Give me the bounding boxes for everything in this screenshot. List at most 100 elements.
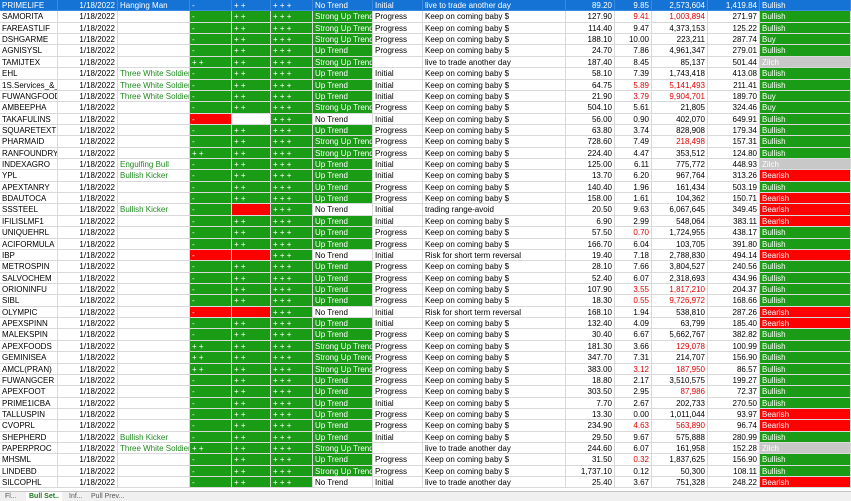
cell-v3[interactable]: 1,743,418	[652, 68, 708, 80]
cell-v4[interactable]: 150.71	[708, 193, 760, 205]
cell-date[interactable]: 1/18/2022	[58, 45, 118, 57]
cell-msg[interactable]: Keep on coming baby $	[423, 193, 566, 205]
cell-stage[interactable]: Initial	[373, 68, 423, 80]
cell-sig[interactable]: Bullish	[760, 227, 851, 239]
cell-v4[interactable]: 108.11	[708, 465, 760, 478]
cell-v3[interactable]: 214,707	[652, 352, 708, 364]
table-row[interactable]: OLYMPIC 1/18/2022 - + + + No Trend Initial Ris…	[0, 306, 851, 319]
table-row[interactable]: UNIQUEHRL 1/18/2022 - + + + + + Up Trend Progr…	[0, 227, 851, 239]
cell-stage[interactable]: Progress	[373, 283, 423, 296]
cell-date[interactable]: 1/18/2022	[58, 477, 118, 489]
cell-v2[interactable]: 1.96	[615, 181, 652, 194]
cell-v3[interactable]: 967,764	[652, 170, 708, 182]
cell-t1[interactable]: -	[190, 238, 232, 250]
cell-sym[interactable]: MALEKSPIN	[0, 329, 58, 341]
cell-t1[interactable]: -	[190, 136, 232, 148]
cell-pat[interactable]: Three White Soldiers	[118, 90, 190, 103]
cell-date[interactable]: 1/18/2022	[58, 249, 118, 262]
cell-v3[interactable]: 50,300	[652, 465, 708, 478]
cell-date[interactable]: 1/18/2022	[58, 227, 118, 239]
cell-msg[interactable]: live to trade another day	[423, 443, 566, 455]
cell-sym[interactable]: TAKAFULINS	[0, 113, 58, 125]
cell-v4[interactable]: 125.22	[708, 22, 760, 35]
cell-t1[interactable]: -	[190, 249, 232, 262]
cell-trend[interactable]: Up Trend	[313, 261, 373, 273]
cell-stage[interactable]: Initial	[373, 431, 423, 444]
cell-t3[interactable]: + + +	[271, 45, 313, 57]
cell-trend[interactable]: Up Trend	[313, 374, 373, 387]
cell-t3[interactable]: + + +	[271, 159, 313, 171]
cell-t3[interactable]: + + +	[271, 431, 313, 444]
cell-v4[interactable]: 86.57	[708, 363, 760, 375]
cell-v4[interactable]: 494.14	[708, 249, 760, 262]
cell-t2[interactable]: + +	[232, 340, 271, 353]
cell-stage[interactable]	[373, 443, 423, 455]
table-row[interactable]: YPL 1/18/2022 Bullish Kicker - + + + + + Up Tr…	[0, 170, 851, 182]
cell-v3[interactable]: 1,724,955	[652, 227, 708, 239]
cell-trend[interactable]: No Trend	[313, 306, 373, 319]
cell-sym[interactable]: GEMINISEA	[0, 352, 58, 364]
cell-v1[interactable]: 25.40	[566, 477, 615, 489]
cell-t2[interactable]: + +	[232, 136, 271, 148]
cell-msg[interactable]: Keep on coming baby $	[423, 238, 566, 250]
cell-pat[interactable]	[118, 386, 190, 398]
cell-trend[interactable]: Up Trend	[313, 283, 373, 296]
cell-v3[interactable]: 5,141,493	[652, 79, 708, 91]
cell-t3[interactable]: + + +	[271, 102, 313, 114]
cell-sig[interactable]: Bullish	[760, 465, 851, 478]
cell-t1[interactable]: + +	[190, 56, 232, 69]
cell-v2[interactable]: 9.85	[615, 0, 652, 12]
cell-t2[interactable]	[232, 306, 271, 319]
cell-v4[interactable]: 152.28	[708, 443, 760, 455]
cell-v1[interactable]: 347.70	[566, 352, 615, 364]
cell-stage[interactable]: Progress	[373, 386, 423, 398]
cell-t3[interactable]: + + +	[271, 420, 313, 432]
cell-stage[interactable]: Initial	[373, 318, 423, 330]
cell-v1[interactable]: 28.10	[566, 261, 615, 273]
cell-stage[interactable]: Initial	[373, 249, 423, 262]
cell-v2[interactable]: 5.61	[615, 102, 652, 114]
cell-t1[interactable]: -	[190, 283, 232, 296]
cell-msg[interactable]: Keep on coming baby $	[423, 79, 566, 91]
cell-v2[interactable]: 8.45	[615, 56, 652, 69]
cell-msg[interactable]: Keep on coming baby $	[423, 363, 566, 375]
cell-v3[interactable]: 402,070	[652, 113, 708, 125]
cell-trend[interactable]: Up Trend	[313, 318, 373, 330]
cell-t3[interactable]: + + +	[271, 22, 313, 35]
cell-v2[interactable]: 3.66	[615, 340, 652, 353]
cell-stage[interactable]: Progress	[373, 136, 423, 148]
cell-t1[interactable]: -	[190, 181, 232, 194]
cell-t3[interactable]: + + +	[271, 11, 313, 23]
cell-trend[interactable]: Up Trend	[313, 397, 373, 409]
cell-v1[interactable]: 31.50	[566, 454, 615, 466]
cell-v1[interactable]: 1,737.10	[566, 465, 615, 478]
cell-v1[interactable]: 187.40	[566, 56, 615, 69]
cell-sig[interactable]: Zilch	[760, 443, 851, 455]
cell-v4[interactable]: 270.50	[708, 397, 760, 409]
cell-v4[interactable]: 280.99	[708, 431, 760, 444]
table-row[interactable]: PAPERPROC 1/18/2022 Three White Soldiers + …	[0, 443, 851, 455]
cell-v3[interactable]: 2,318,693	[652, 272, 708, 284]
cell-v1[interactable]: 63.80	[566, 124, 615, 137]
cell-msg[interactable]: Keep on coming baby $	[423, 22, 566, 35]
cell-date[interactable]: 1/18/2022	[58, 352, 118, 364]
cell-pat[interactable]: Bullish Kicker	[118, 170, 190, 182]
cell-trend[interactable]: Strong Up Trend	[313, 363, 373, 375]
cell-v4[interactable]: 438.17	[708, 227, 760, 239]
cell-trend[interactable]: Up Trend	[313, 79, 373, 91]
cell-v4[interactable]: 448.93	[708, 159, 760, 171]
cell-trend[interactable]: Up Trend	[313, 431, 373, 444]
cell-t2[interactable]: + +	[232, 193, 271, 205]
cell-t1[interactable]: -	[190, 45, 232, 57]
cell-pat[interactable]: Bullish Kicker	[118, 204, 190, 216]
table-row[interactable]: TAMIJTEX 1/18/2022 + + + + + + + Strong Up Tr…	[0, 56, 851, 69]
cell-v1[interactable]: 181.30	[566, 340, 615, 353]
cell-pat[interactable]	[118, 318, 190, 330]
cell-date[interactable]: 1/18/2022	[58, 318, 118, 330]
cell-v3[interactable]: 751,328	[652, 477, 708, 489]
cell-date[interactable]: 1/18/2022	[58, 272, 118, 284]
cell-date[interactable]: 1/18/2022	[58, 443, 118, 455]
cell-date[interactable]: 1/18/2022	[58, 431, 118, 444]
table-row[interactable]: AGNISYSL 1/18/2022 - + + + + + Up Trend Progre…	[0, 45, 851, 57]
cell-date[interactable]: 1/18/2022	[58, 22, 118, 35]
